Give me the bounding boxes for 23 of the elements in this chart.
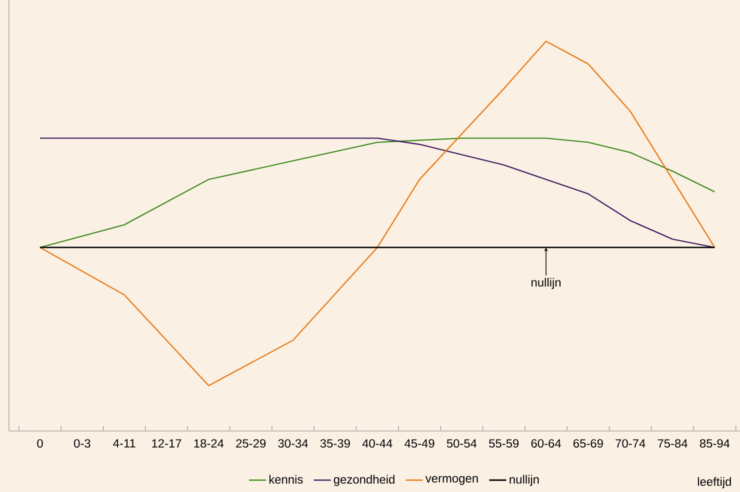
legend-label: kennis	[269, 474, 303, 484]
x-tick-label: 30-34	[278, 439, 308, 448]
x-tick-label: 12-17	[152, 439, 182, 448]
x-tick-label: 60-64	[531, 439, 561, 448]
x-tick-label: 65-69	[574, 439, 603, 448]
x-tick-label: 4-11	[113, 439, 136, 448]
x-tick-label: 50-54	[446, 439, 477, 448]
x-tick-label: 25-29	[236, 439, 266, 448]
legend-label: gezondheid	[334, 474, 394, 486]
annotation: nullijn	[532, 278, 561, 290]
x-tick-label: 0-3	[74, 439, 90, 448]
x-tick-label: 55-59	[489, 439, 519, 448]
x-tick-label: 85-94	[700, 439, 730, 448]
x-tick-label: 40-44	[362, 439, 392, 448]
x-tick-label: 45-49	[404, 439, 434, 448]
x-tick-label: 70-74	[616, 439, 646, 448]
x-tick-label: 18-24	[194, 439, 224, 448]
x-tick-label: 0	[37, 439, 43, 448]
x-axis-title: leeftijd	[698, 477, 731, 488]
x-tick-label: 75-84	[658, 439, 688, 448]
x-tick-label: 35-39	[320, 439, 350, 448]
legend-label: vermogen	[425, 476, 478, 485]
legend-label: nullijn	[510, 474, 539, 486]
